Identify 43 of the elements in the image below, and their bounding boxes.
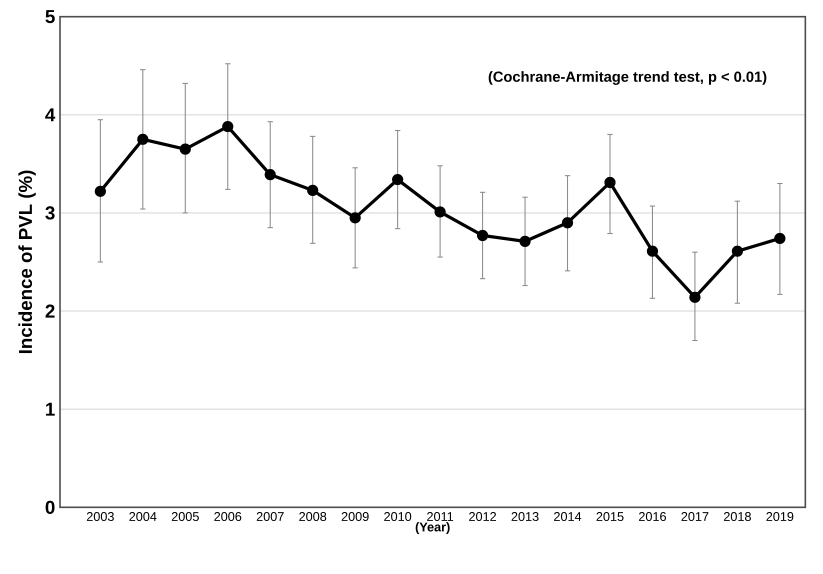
- point: [180, 144, 191, 155]
- x-tick-label: 2013: [512, 512, 539, 522]
- x-tick-label: 2017: [681, 512, 708, 522]
- point: [732, 246, 743, 257]
- x-tick-label: 2012: [469, 512, 496, 522]
- point: [307, 184, 318, 196]
- point: [392, 174, 404, 186]
- x-tick-label: 2008: [299, 512, 326, 522]
- x-tick-label: 2007: [256, 512, 284, 522]
- x-tick-label: 2019: [766, 512, 794, 522]
- x-axis-title: (Year): [416, 522, 450, 534]
- point: [774, 232, 786, 244]
- x-tick-label: 2003: [86, 512, 114, 522]
- point: [519, 236, 531, 247]
- point: [689, 292, 701, 303]
- y-tick-label: 3: [45, 206, 55, 220]
- annotation: (Cochrane-Armitage trend test, p < 0.01): [488, 71, 766, 85]
- x-tick-label: 2018: [724, 512, 751, 522]
- y-tick-label: 0: [46, 500, 55, 514]
- point: [604, 176, 616, 188]
- point: [434, 206, 446, 218]
- x-tick-label: 2004: [129, 512, 157, 522]
- point: [222, 120, 234, 132]
- point: [94, 186, 106, 197]
- x-tick-label: 2015: [596, 512, 624, 522]
- point: [350, 212, 361, 224]
- point: [562, 217, 574, 228]
- x-tick-label: 2014: [554, 512, 582, 522]
- x-tick-label: 2010: [384, 512, 412, 522]
- x-tick-label: 2011: [427, 512, 454, 522]
- x-tick-label: 2005: [172, 512, 199, 522]
- x-tick-label: 2006: [214, 512, 242, 522]
- y-tick-label: 5: [45, 10, 55, 24]
- y-tick-label: 2: [46, 304, 55, 318]
- point: [137, 134, 148, 145]
- point: [476, 230, 488, 242]
- point: [646, 246, 658, 257]
- y-axis-title: Incidence of PVL (%): [18, 170, 36, 354]
- point: [264, 169, 276, 180]
- y-tick-label: 1: [46, 402, 55, 416]
- x-tick-label: 2016: [638, 512, 666, 522]
- x-tick-label: 2009: [342, 512, 369, 522]
- y-tick-label: 4: [45, 108, 56, 122]
